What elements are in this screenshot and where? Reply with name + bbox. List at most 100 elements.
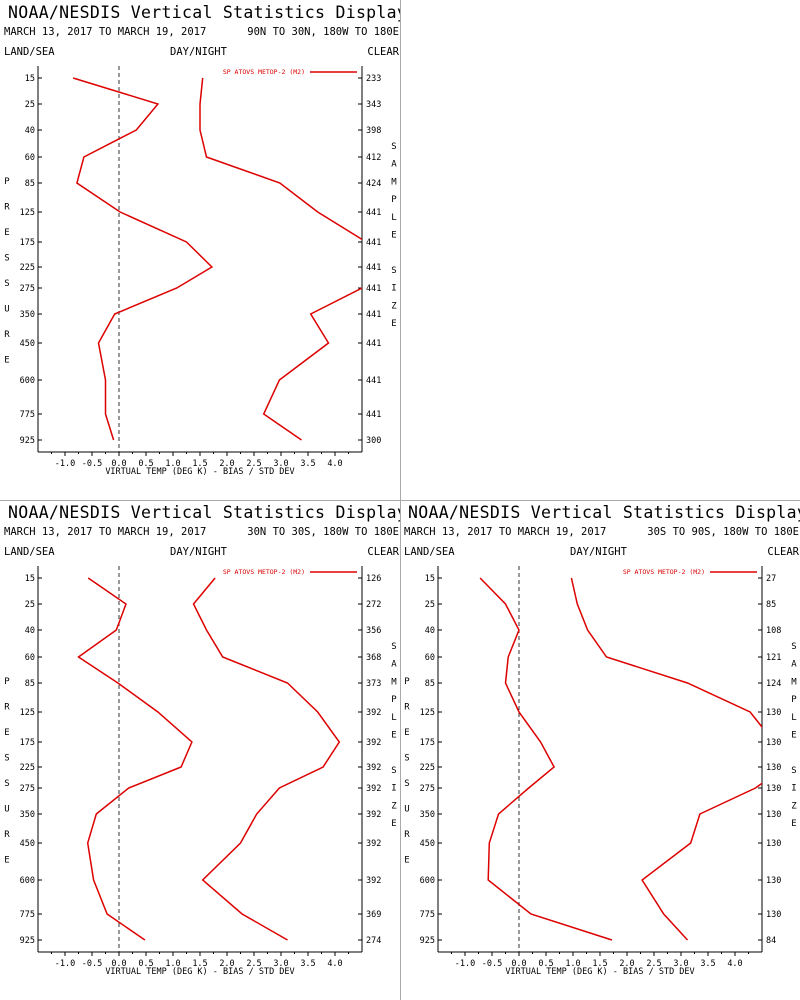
std_dev-series-line	[192, 577, 341, 941]
pressure-axis-letter: E	[4, 228, 9, 238]
pressure-tick-label: 925	[20, 436, 35, 446]
pressure-axis-letter: U	[4, 805, 9, 815]
pressure-tick-label: 925	[20, 936, 35, 946]
pressure-tick-label: 275	[20, 784, 35, 794]
pressure-axis-letter: S	[4, 254, 9, 264]
legend-label: SP ATOVS METOP-2 (M2)	[223, 68, 305, 76]
pressure-axis-letter: P	[404, 677, 410, 687]
pressure-tick-label: 125	[20, 208, 35, 218]
sample-size-label: 126	[366, 574, 381, 584]
sample-size-label: 441	[366, 238, 381, 248]
x-tick-label: 3.5	[700, 959, 715, 969]
sample-axis-letter: E	[391, 819, 396, 829]
pressure-tick-label: 350	[420, 810, 435, 820]
pressure-tick-label: 40	[25, 626, 35, 636]
region-label: 30N TO 30S, 180W TO 180E	[247, 526, 399, 538]
sample-axis-letter: S	[391, 266, 396, 276]
sample-size-label: 392	[366, 810, 381, 820]
x-tick-label: 4.0	[327, 459, 342, 469]
x-tick-label: 1.0	[565, 959, 580, 969]
pressure-tick-label: 85	[425, 679, 435, 689]
sample-size-label: 108	[766, 626, 781, 636]
pressure-tick-label: 450	[20, 839, 35, 849]
chart-svg: 15 27 25 85 40 108 60 121 85 124 125 130 175 130 225 13…	[404, 566, 797, 977]
sample-axis-letter: E	[791, 731, 796, 741]
pressure-tick-label: 25	[25, 100, 35, 110]
stats-panel-south: 15 27 25 85 40 108 60 121 85 124 125 130 175 130 225 13…	[400, 500, 800, 1000]
panel-title: NOAA/NESDIS Vertical Statistics Display	[8, 503, 400, 522]
x-tick-label: -0.5	[482, 959, 502, 969]
pressure-axis-letter: E	[404, 728, 409, 738]
sample-axis-letter: S	[391, 142, 396, 152]
x-tick-label: 2.5	[246, 459, 261, 469]
x-tick-label: 0.5	[538, 959, 553, 969]
pressure-tick-label: 85	[25, 179, 35, 189]
pressure-tick-label: 175	[20, 238, 35, 248]
x-axis-label: VIRTUAL TEMP (DEG K) - BIAS / STD DEV	[105, 467, 294, 477]
pressure-tick-label: 275	[20, 284, 35, 294]
legend-label: SP ATOVS METOP-2 (M2)	[623, 568, 705, 576]
sample-axis-letter: I	[391, 284, 396, 294]
sample-axis-letter: A	[791, 660, 797, 670]
sample-size-label: 412	[366, 153, 381, 163]
pressure-tick-label: 925	[420, 936, 435, 946]
pressure-axis-letter: U	[404, 805, 409, 815]
sample-axis-letter: E	[391, 319, 396, 329]
x-tick-label: 0.0	[111, 459, 126, 469]
sample-axis-letter: S	[391, 642, 396, 652]
sample-size-label: 84	[766, 936, 776, 946]
pressure-axis-letter: R	[4, 203, 10, 213]
pressure-tick-label: 450	[420, 839, 435, 849]
x-tick-label: 1.5	[192, 459, 207, 469]
sample-axis-letter: P	[391, 695, 397, 705]
x-tick-label: -1.0	[55, 459, 75, 469]
sample-axis-letter: M	[791, 677, 797, 687]
pressure-tick-label: 450	[20, 339, 35, 349]
horizontal-separator	[0, 500, 800, 501]
bias-series-line	[479, 577, 613, 941]
x-tick-label: 4.0	[327, 959, 342, 969]
clear-label: CLEAR	[367, 546, 399, 558]
x-tick-label: 0.0	[111, 959, 126, 969]
day-night-label: DAY/NIGHT	[170, 546, 227, 558]
region-label: 90N TO 30N, 180W TO 180E	[247, 26, 399, 38]
pressure-tick-label: 60	[25, 653, 35, 663]
sample-axis-letter: S	[791, 766, 796, 776]
sample-axis-letter: P	[791, 695, 797, 705]
x-tick-label: -0.5	[82, 459, 102, 469]
sample-size-label: 130	[766, 763, 781, 773]
panel-title: NOAA/NESDIS Vertical Statistics Display	[408, 503, 800, 522]
clear-label: CLEAR	[367, 46, 399, 58]
pressure-axis-letter: E	[4, 356, 9, 366]
date-range: MARCH 13, 2017 TO MARCH 19, 2017	[404, 526, 607, 538]
sample-size-label: 300	[366, 436, 381, 446]
sample-axis-letter: E	[391, 231, 396, 241]
pressure-axis-letter: P	[4, 177, 10, 187]
pressure-tick-label: 225	[20, 263, 35, 273]
sample-size-label: 130	[766, 784, 781, 794]
x-tick-label: 0.5	[138, 459, 153, 469]
x-tick-label: 0.0	[511, 959, 526, 969]
pressure-axis-letter: S	[404, 754, 409, 764]
pressure-axis-letter: S	[4, 279, 9, 289]
pressure-tick-label: 15	[25, 574, 35, 584]
chart-svg: 15 233 25 343 40 398 60 412 85 424 125 441 175 441 225…	[4, 66, 397, 477]
sample-size-label: 124	[766, 679, 781, 689]
pressure-axis-letter: R	[4, 330, 10, 340]
x-tick-label: 3.0	[273, 459, 288, 469]
pressure-tick-label: 600	[20, 376, 35, 386]
sample-axis-letter: L	[391, 713, 396, 723]
sample-size-label: 130	[766, 810, 781, 820]
pressure-tick-label: 60	[425, 653, 435, 663]
sample-size-label: 392	[366, 708, 381, 718]
pressure-tick-label: 600	[420, 876, 435, 886]
sample-size-label: 356	[366, 626, 381, 636]
pressure-tick-label: 175	[420, 738, 435, 748]
sample-size-label: 441	[366, 263, 381, 273]
pressure-axis-letter: R	[4, 830, 10, 840]
pressure-axis-letter: E	[4, 728, 9, 738]
sample-size-label: 392	[366, 738, 381, 748]
sample-size-label: 441	[366, 208, 381, 218]
pressure-tick-label: 125	[420, 708, 435, 718]
sample-axis-letter: M	[391, 177, 397, 187]
